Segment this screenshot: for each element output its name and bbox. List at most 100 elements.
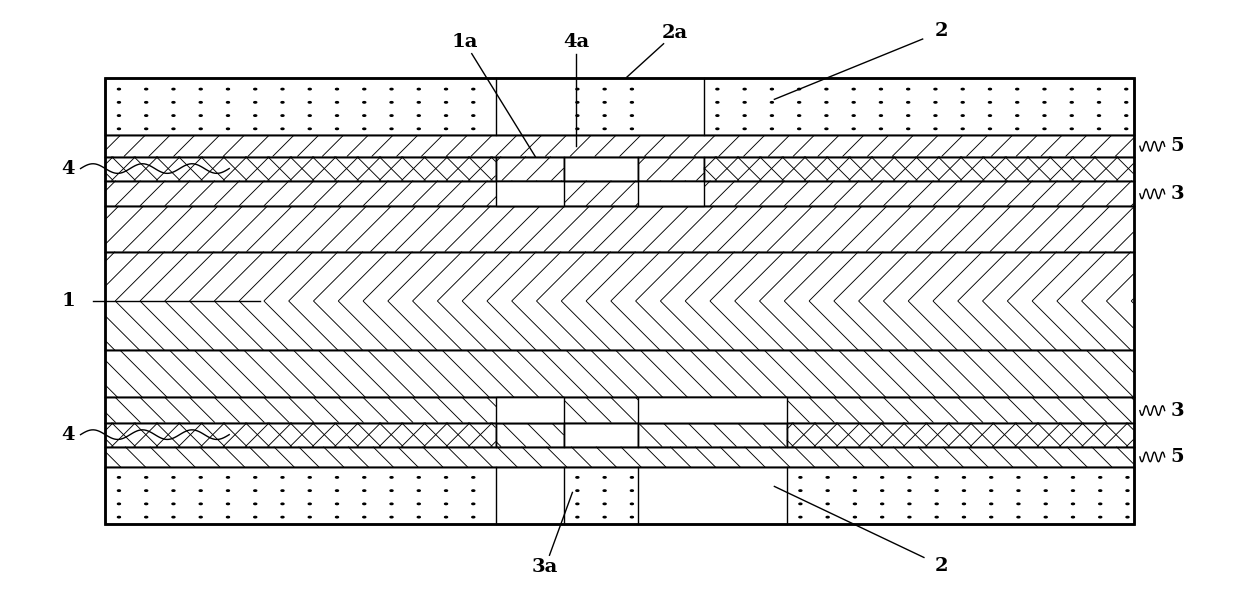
Circle shape (227, 503, 229, 504)
Circle shape (771, 128, 773, 129)
Circle shape (309, 102, 311, 103)
Text: 3a: 3a (532, 558, 559, 576)
Circle shape (281, 517, 284, 518)
Circle shape (1043, 115, 1046, 116)
Circle shape (418, 490, 420, 491)
Circle shape (118, 517, 120, 518)
Circle shape (363, 102, 366, 103)
Circle shape (199, 88, 202, 90)
Circle shape (825, 128, 828, 129)
Bar (105, 252, 1134, 350)
Circle shape (631, 517, 633, 518)
Circle shape (254, 517, 256, 518)
Circle shape (145, 517, 147, 518)
Circle shape (1098, 88, 1100, 90)
Circle shape (1072, 477, 1074, 478)
Circle shape (390, 88, 393, 90)
Circle shape (118, 128, 120, 129)
Circle shape (336, 102, 338, 103)
Circle shape (172, 102, 175, 103)
Circle shape (254, 128, 256, 129)
Circle shape (934, 88, 937, 90)
Circle shape (390, 102, 393, 103)
Circle shape (363, 128, 366, 129)
Circle shape (1017, 490, 1020, 491)
Bar (105, 397, 1134, 423)
Circle shape (603, 490, 606, 491)
Circle shape (309, 477, 311, 478)
Circle shape (199, 517, 202, 518)
Bar (105, 467, 1134, 524)
Circle shape (1098, 102, 1100, 103)
Circle shape (418, 517, 420, 518)
Circle shape (309, 517, 311, 518)
Text: 2a: 2a (662, 24, 689, 42)
Circle shape (254, 490, 256, 491)
Circle shape (881, 490, 883, 491)
Circle shape (254, 102, 256, 103)
Circle shape (118, 102, 120, 103)
Circle shape (576, 102, 579, 103)
Circle shape (1044, 490, 1047, 491)
Text: 2: 2 (935, 22, 948, 40)
Circle shape (1072, 517, 1074, 518)
Circle shape (963, 503, 965, 504)
Bar (638, 397, 787, 423)
Circle shape (1044, 517, 1047, 518)
Circle shape (445, 503, 447, 504)
Circle shape (254, 88, 256, 90)
Circle shape (390, 477, 393, 478)
Circle shape (1126, 503, 1129, 504)
Circle shape (854, 490, 856, 491)
Circle shape (961, 128, 964, 129)
Circle shape (472, 128, 475, 129)
Circle shape (172, 88, 175, 90)
Circle shape (631, 102, 633, 103)
Bar (105, 423, 496, 447)
Circle shape (118, 490, 120, 491)
Circle shape (1098, 115, 1100, 116)
Circle shape (445, 490, 447, 491)
Bar (105, 78, 1134, 135)
Circle shape (1043, 102, 1046, 103)
Circle shape (798, 102, 800, 103)
Circle shape (199, 490, 202, 491)
Circle shape (798, 115, 800, 116)
Circle shape (963, 517, 965, 518)
Circle shape (309, 490, 311, 491)
Circle shape (743, 115, 746, 116)
Circle shape (631, 115, 633, 116)
Circle shape (576, 128, 579, 129)
Circle shape (1044, 503, 1047, 504)
Circle shape (418, 503, 420, 504)
Circle shape (1016, 102, 1018, 103)
Bar (105, 206, 1134, 252)
Circle shape (227, 517, 229, 518)
Circle shape (199, 102, 202, 103)
Bar (496, 397, 564, 423)
Bar (638, 423, 787, 447)
Circle shape (935, 503, 938, 504)
Circle shape (145, 503, 147, 504)
Bar (105, 181, 1134, 206)
Bar (105, 78, 1134, 135)
Circle shape (799, 477, 802, 478)
Circle shape (145, 490, 147, 491)
Circle shape (199, 477, 202, 478)
Circle shape (1043, 88, 1046, 90)
Circle shape (390, 490, 393, 491)
Circle shape (336, 503, 338, 504)
Circle shape (603, 115, 606, 116)
Circle shape (603, 128, 606, 129)
Bar (564, 423, 638, 447)
Circle shape (603, 477, 606, 478)
Circle shape (989, 88, 991, 90)
Circle shape (363, 115, 366, 116)
Circle shape (472, 88, 475, 90)
Circle shape (908, 490, 911, 491)
Circle shape (254, 477, 256, 478)
Circle shape (798, 88, 800, 90)
Circle shape (990, 477, 992, 478)
Circle shape (1099, 490, 1101, 491)
Circle shape (1126, 490, 1129, 491)
